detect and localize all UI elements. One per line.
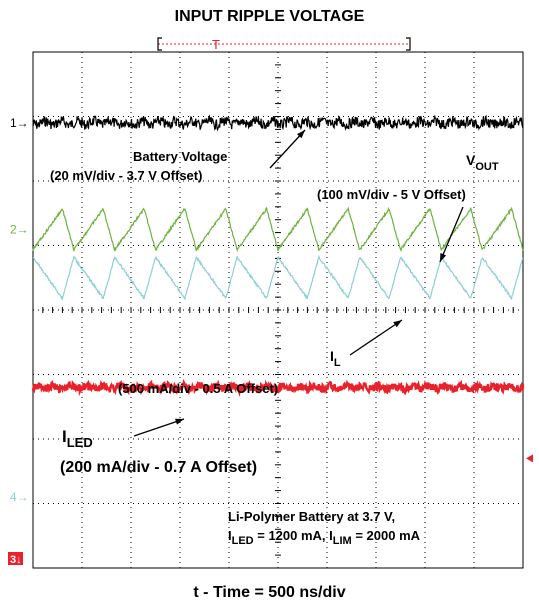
trace-2 [32, 206, 524, 253]
annotation-vout: VOUT [466, 152, 499, 173]
trace-3 [31, 378, 525, 398]
annotation-iled-scale: (200 mA/div - 0.7 A Offset) [60, 459, 257, 476]
annotation-il-scale: (500 mA/div - 0.5 A Offset) [118, 381, 278, 396]
trigger-bracket-left [157, 37, 162, 51]
annotation-iled: ILED [62, 427, 93, 450]
annotation-il: IL [330, 348, 341, 369]
arrow-iled [133, 418, 185, 437]
trigger-label: T [212, 37, 220, 52]
arrow-vout [439, 206, 464, 263]
arrow-vout-head [440, 253, 447, 262]
chart-title: INPUT RIPPLE VOLTAGE [174, 8, 365, 25]
annotation-conditions-line1: Li-Polymer Battery at 3.7 V, [228, 509, 395, 524]
x-axis-label: t - Time = 500 ns/div [193, 584, 346, 601]
annotation-vout-scale: (100 mV/div - 5 V Offset) [317, 187, 466, 202]
plot-grid [32, 51, 524, 569]
channel-marker-1: 1→ [10, 116, 29, 130]
annotation-battery-voltage: Battery Voltage [133, 149, 227, 164]
annotations: Battery Voltage (20 mV/div - 3.7 V Offset… [50, 129, 499, 547]
channel-markers: 1→ 2→ 3↓ 4→ [8, 116, 533, 566]
trace-1 [32, 114, 524, 132]
arrow-il [349, 319, 403, 356]
annotation-battery-scale: (20 mV/div - 3.7 V Offset) [50, 168, 202, 183]
channel-marker-3-box [8, 552, 23, 565]
trigger-bracket-right [406, 37, 411, 51]
trigger-level-arrow [526, 454, 533, 463]
arrow-il-head [393, 320, 402, 328]
arrow-battery-head [297, 130, 305, 139]
arrow-battery [269, 129, 306, 169]
channel-marker-3: 3↓ [10, 554, 22, 566]
channel-marker-4: 4→ [10, 490, 29, 504]
plot-frame [32, 51, 524, 569]
channel-marker-2: 2→ [10, 222, 29, 236]
trigger-bar: T [157, 37, 411, 52]
annotation-conditions-line2: ILED = 1200 mA, ILIM = 2000 mA [228, 528, 421, 547]
arrow-iled-head [175, 418, 184, 425]
